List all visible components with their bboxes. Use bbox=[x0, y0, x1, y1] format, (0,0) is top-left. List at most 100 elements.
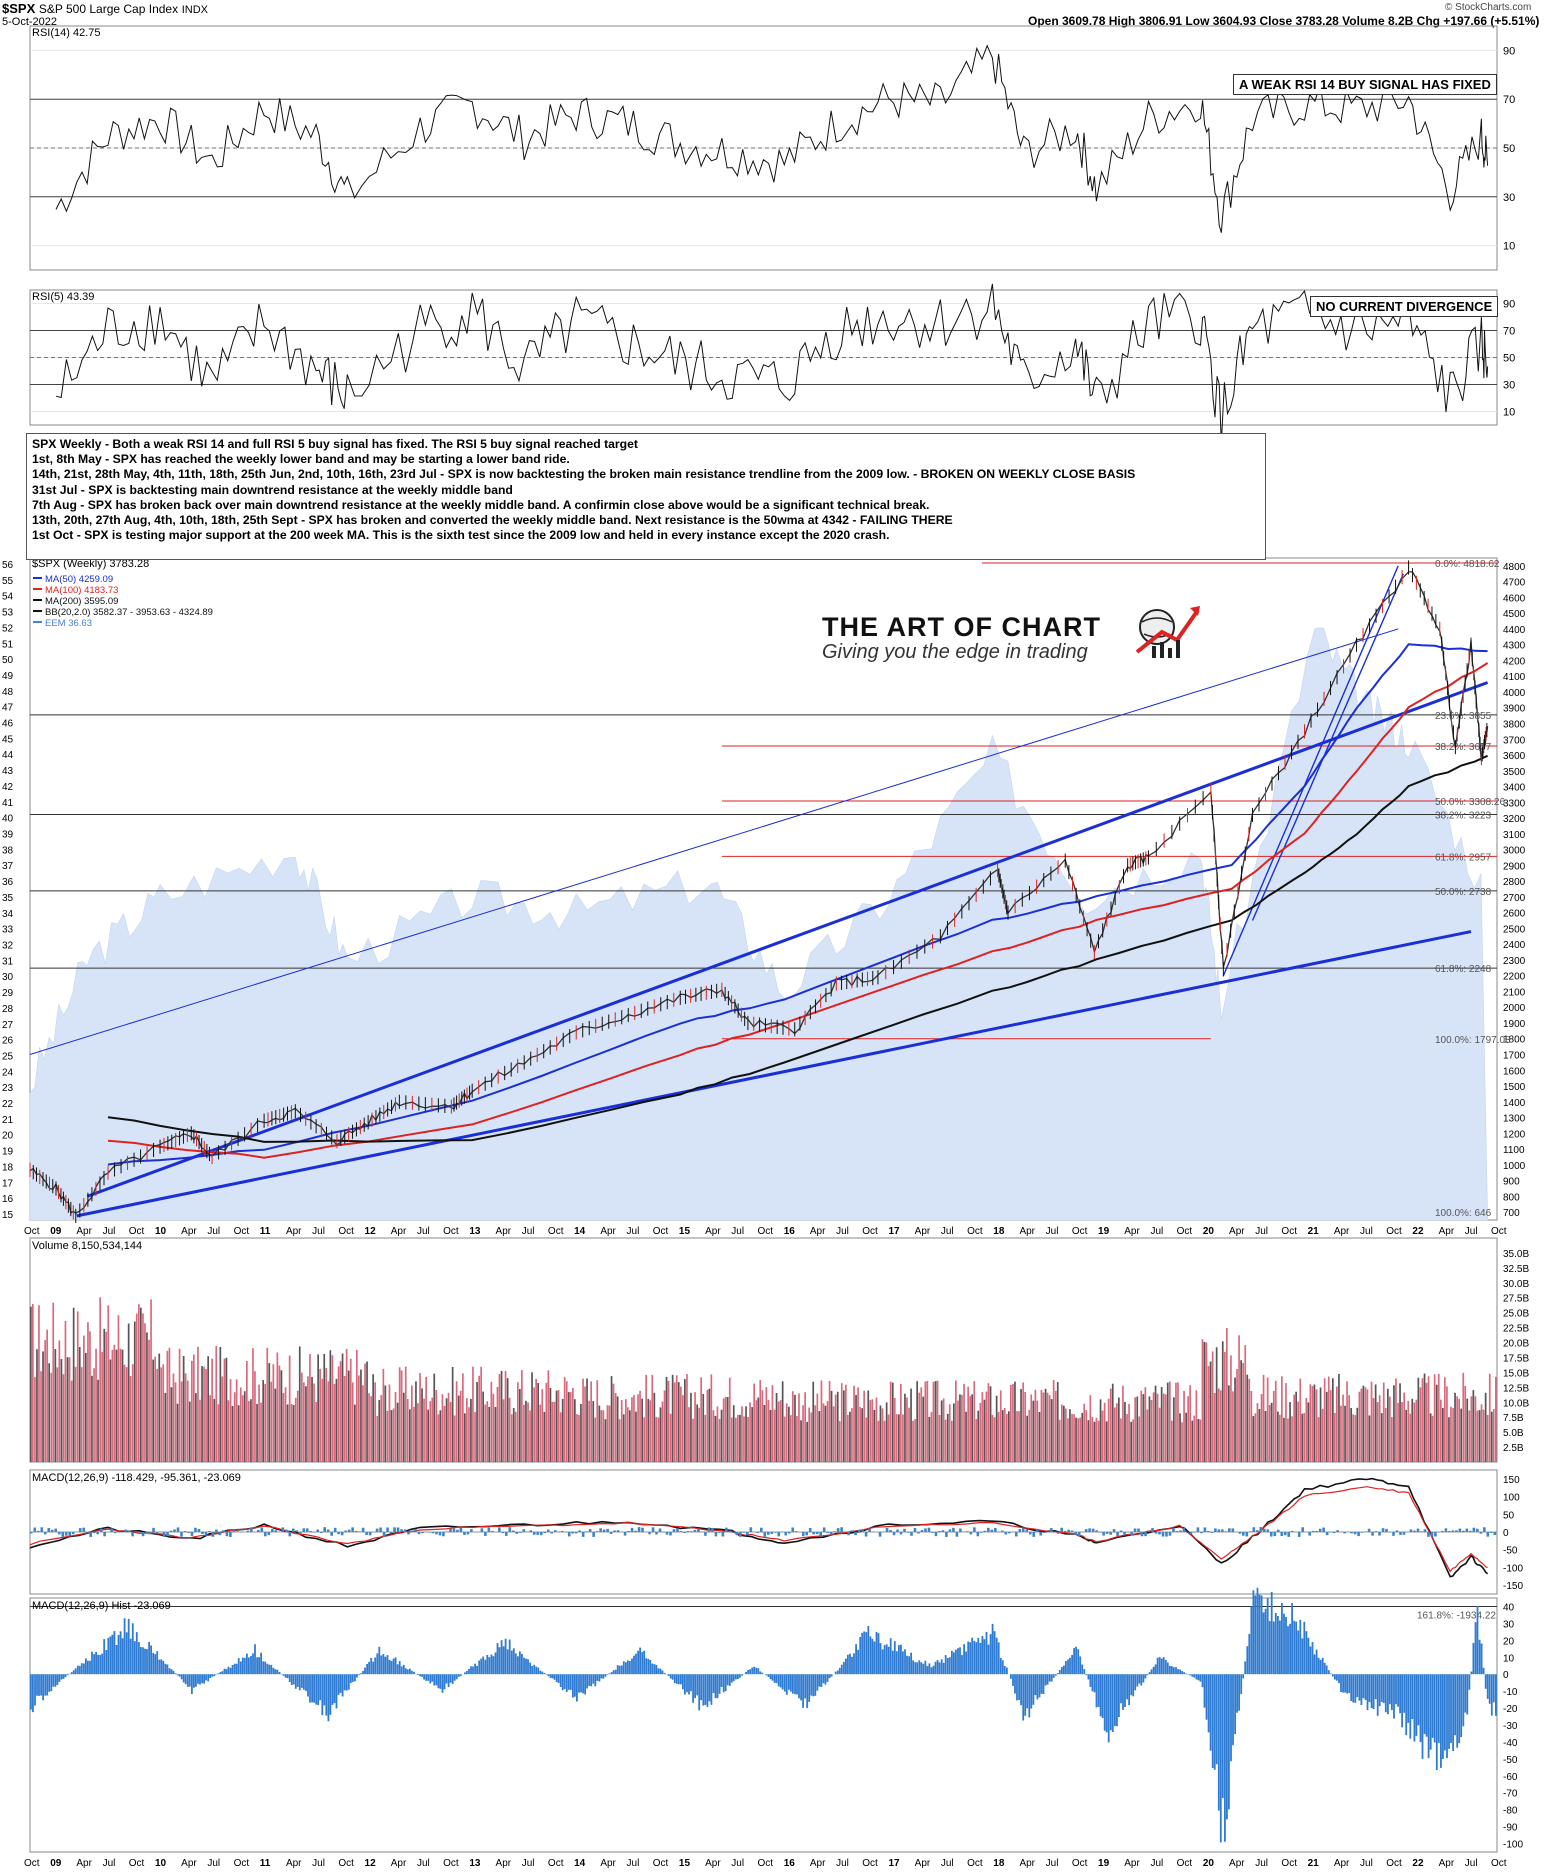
hist-bar bbox=[559, 1674, 562, 1687]
hist-bar bbox=[700, 1674, 703, 1701]
price-axis-tick: 1300 bbox=[1503, 1114, 1526, 1125]
volume-bar bbox=[749, 1402, 751, 1462]
macd-hist-bar bbox=[1088, 1528, 1091, 1532]
macd-hist-bar bbox=[1318, 1528, 1322, 1532]
hist-bar bbox=[779, 1674, 782, 1688]
volume-bar bbox=[54, 1349, 57, 1462]
volume-bar bbox=[406, 1399, 409, 1462]
hist-bar bbox=[1356, 1674, 1359, 1697]
hist-bar bbox=[1132, 1674, 1135, 1697]
x-axis-tick: Apr bbox=[76, 1226, 92, 1237]
volume-axis-tick: 17.5B bbox=[1503, 1353, 1529, 1364]
fib-label: 38.2%: 3657 bbox=[1435, 742, 1492, 753]
volume-bar bbox=[851, 1408, 853, 1462]
volume-bar bbox=[1470, 1396, 1473, 1462]
price-axis-tick: 1800 bbox=[1503, 1035, 1526, 1046]
hist-bar bbox=[1224, 1674, 1226, 1842]
hist-bar bbox=[576, 1674, 578, 1702]
macd-hist-bar bbox=[913, 1527, 917, 1532]
hist-bar bbox=[1472, 1642, 1475, 1675]
hist-bar bbox=[788, 1674, 790, 1690]
volume-bar bbox=[1138, 1416, 1141, 1462]
x-axis-tick: Apr bbox=[1019, 1858, 1035, 1869]
volume-bar bbox=[661, 1401, 664, 1462]
volume-bar bbox=[946, 1413, 949, 1462]
x-axis-tick: Jul bbox=[312, 1226, 325, 1237]
hist-bar bbox=[1315, 1649, 1318, 1675]
volume-bar bbox=[480, 1366, 482, 1462]
eem-axis-tick: 53 bbox=[2, 608, 14, 619]
hist-bar bbox=[213, 1674, 216, 1677]
hist-bar bbox=[227, 1666, 230, 1675]
volume-bar bbox=[904, 1393, 906, 1462]
hist-bar bbox=[959, 1647, 961, 1675]
volume-bar bbox=[618, 1419, 621, 1462]
hist-bar bbox=[1109, 1674, 1112, 1731]
chart-date: 5-Oct-2022 bbox=[2, 16, 58, 28]
macd-axis-tick: -150 bbox=[1503, 1581, 1523, 1592]
volume-bar bbox=[138, 1304, 140, 1462]
volume-bar bbox=[421, 1388, 423, 1462]
volume-bar bbox=[504, 1371, 507, 1462]
rsi-axis-tick: 90 bbox=[1503, 45, 1515, 57]
volume-bar bbox=[378, 1400, 381, 1462]
hist-bar bbox=[1342, 1674, 1344, 1693]
volume-bar bbox=[1336, 1386, 1338, 1462]
volume-bar bbox=[56, 1367, 59, 1462]
macd-hist-bar bbox=[812, 1532, 815, 1535]
volume-bar bbox=[816, 1393, 819, 1462]
hist-bar bbox=[716, 1674, 719, 1699]
volume-bar bbox=[246, 1361, 248, 1462]
volume-bar bbox=[1242, 1362, 1244, 1462]
price-axis-tick: 1200 bbox=[1503, 1129, 1526, 1140]
hist-bar bbox=[781, 1674, 784, 1690]
hist-bar bbox=[690, 1674, 692, 1692]
ohlc-readout: Open 3609.78 High 3806.91 Low 3604.93 Cl… bbox=[1028, 14, 1540, 28]
x-axis-tick: 19 bbox=[1098, 1226, 1110, 1237]
volume-bar bbox=[1395, 1378, 1397, 1462]
hist-bar bbox=[908, 1656, 910, 1675]
eem-axis-tick: 30 bbox=[2, 972, 14, 983]
x-axis-tick: Jul bbox=[941, 1858, 954, 1869]
macd-hist-bar bbox=[208, 1531, 211, 1532]
chart-symbol: $SPX S&P 500 Large Cap Index INDX bbox=[2, 1, 208, 16]
hist-bar bbox=[535, 1666, 538, 1675]
volume-bar bbox=[747, 1416, 749, 1462]
volume-bar bbox=[971, 1394, 973, 1462]
hist-bar bbox=[1156, 1657, 1159, 1675]
macd-hist-bar bbox=[1018, 1529, 1022, 1532]
volume-bar bbox=[250, 1399, 252, 1462]
hist-bar bbox=[1409, 1674, 1412, 1739]
eem-axis-tick: 38 bbox=[2, 845, 14, 856]
macd-hist-bar bbox=[470, 1529, 473, 1532]
hist-bar bbox=[1350, 1674, 1353, 1701]
hist-bar bbox=[68, 1673, 71, 1675]
x-axis-tick: 18 bbox=[993, 1226, 1005, 1237]
legend-entry: EEM 36.63 bbox=[45, 618, 92, 629]
eem-axis-tick: 22 bbox=[2, 1099, 14, 1110]
hist-axis-tick: -50 bbox=[1503, 1755, 1518, 1766]
volume-bar bbox=[849, 1411, 851, 1462]
hist-bar bbox=[1067, 1659, 1069, 1675]
macd-hist-bar bbox=[1039, 1532, 1043, 1536]
volume-bar bbox=[1442, 1408, 1444, 1462]
x-axis-tick: Apr bbox=[1124, 1226, 1140, 1237]
volume-bar bbox=[879, 1405, 882, 1462]
volume-bar bbox=[1256, 1403, 1259, 1462]
volume-bar bbox=[468, 1407, 470, 1462]
hist-bar bbox=[1474, 1622, 1477, 1675]
hist-bar bbox=[869, 1636, 872, 1675]
volume-bar bbox=[1354, 1415, 1357, 1462]
volume-bar bbox=[997, 1412, 1000, 1462]
volume-bar bbox=[1183, 1390, 1185, 1462]
volume-bar bbox=[985, 1391, 988, 1462]
macd-hist-bar bbox=[1151, 1527, 1154, 1532]
hist-bar bbox=[1197, 1674, 1200, 1681]
volume-bar bbox=[649, 1400, 652, 1462]
hist-bar bbox=[1279, 1620, 1281, 1675]
hist-bar bbox=[233, 1663, 236, 1675]
macd-hist-bar bbox=[732, 1532, 735, 1533]
hist-bar bbox=[822, 1674, 825, 1684]
macd-hist-bar bbox=[211, 1532, 215, 1537]
volume-bar bbox=[133, 1321, 136, 1462]
